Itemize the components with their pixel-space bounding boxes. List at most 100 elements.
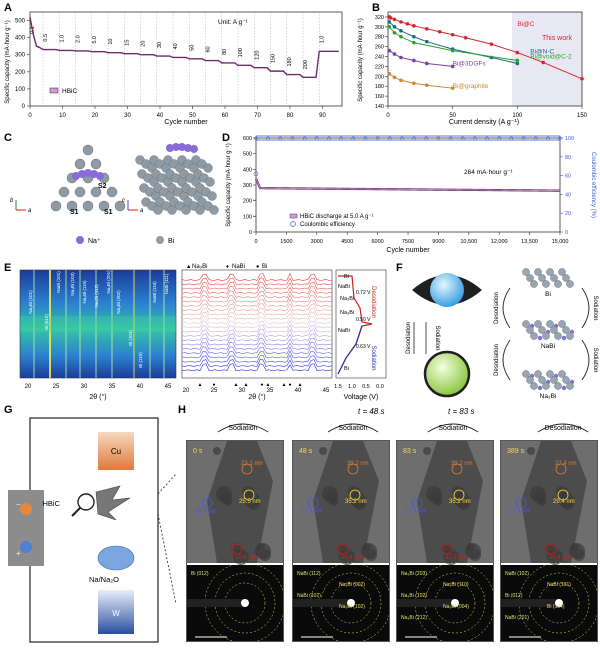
x-axis-label-d: Cycle number	[386, 247, 430, 254]
panel-label-g: G	[4, 404, 13, 416]
data-point	[450, 86, 455, 90]
y-tick-a: 400	[15, 36, 26, 42]
series-line	[389, 73, 453, 89]
ring-label: Na₃Bi (110)	[443, 582, 469, 588]
lattice-atom	[542, 332, 550, 340]
series-line	[388, 26, 518, 61]
process-label: Sodiation	[228, 425, 257, 432]
x-tick-d: 3000	[311, 239, 323, 245]
rate-label: 80	[222, 49, 228, 55]
bi-atom	[207, 191, 217, 201]
ce-point	[278, 136, 283, 141]
nanowire-image	[417, 441, 483, 563]
cu-label: Cu	[111, 447, 121, 456]
lattice-atom	[522, 320, 530, 328]
mechanism-schematic: Desodiation Sodiation Bi NaBi Na₃Bi Desodi…	[406, 268, 598, 400]
xrd-pattern	[181, 363, 333, 372]
peak-label: NaBi (111)	[164, 273, 169, 294]
ce-point	[485, 136, 489, 141]
frame-time: 389 s	[507, 448, 525, 455]
lattice-atom	[542, 280, 550, 288]
orange-measure: 39.2 nm	[347, 461, 369, 467]
series-label: Bi@graphite	[453, 83, 489, 90]
x-tick-a: 70	[254, 113, 261, 119]
frame-time: 48 s	[299, 448, 313, 455]
lattice-phase-label: NaBi	[541, 343, 555, 350]
bi-legend: Bi	[168, 238, 175, 245]
tem-time-arrows: t = 48 s t = 83 s Sodiation Sodiation Sodi…	[217, 407, 589, 433]
phase-marker: ●	[256, 264, 259, 270]
phase-marker: ▲	[298, 382, 303, 388]
lattice-atom	[554, 280, 562, 288]
x-tick-a: 10	[59, 113, 66, 119]
ce-point	[533, 136, 538, 141]
structure-side-view	[50, 144, 126, 212]
ce-point	[400, 136, 404, 141]
site-s1-left: S1	[70, 209, 79, 216]
red-measure: 29.4 nm	[549, 555, 571, 561]
ring-label: Bi (104)	[547, 604, 565, 610]
yellow-measure: 35.2 nm	[345, 499, 367, 505]
rate-label: 1.0	[319, 36, 325, 44]
ring-label: Na₃Bi (102)	[339, 604, 365, 610]
red-measure: 29.4 nm	[341, 555, 363, 561]
w-tip	[98, 590, 134, 634]
lattice-atom	[534, 370, 542, 378]
voltage-label: 0.50 V	[356, 317, 371, 323]
x-tick-e2: 45	[323, 388, 330, 394]
x-tick-b: 50	[449, 113, 456, 119]
in-situ-tem-setup: − + Cu HBiC Na/Na₂O W	[8, 417, 176, 643]
data-point	[425, 61, 429, 66]
na-ion	[190, 145, 198, 153]
y-tick-b: 240	[375, 55, 384, 61]
ce-point	[558, 136, 562, 141]
na-ion	[172, 143, 180, 151]
hbic-label: HBiC	[42, 499, 60, 508]
data-point	[515, 50, 520, 55]
x-tick-b: 100	[512, 113, 523, 119]
legend-hbic: HBiC	[62, 88, 77, 95]
blue-measure: 17.4 nm	[509, 509, 531, 515]
ce-point	[473, 136, 477, 141]
data-point	[399, 29, 403, 33]
process-label: Sodiation	[338, 425, 367, 432]
lattice-atom	[530, 332, 538, 340]
x-tick-b: 150	[577, 113, 588, 119]
y-tick-b: 160	[375, 94, 384, 100]
ring-label: NaBi (201)	[505, 615, 529, 621]
time-label-48s: t = 48 s	[358, 407, 384, 416]
na-atom	[561, 385, 567, 391]
f-sodiation-left: Sodiation	[434, 325, 440, 350]
f-desodiation-top: Desodiation	[494, 292, 500, 324]
x-tick-e2: 30	[239, 388, 246, 394]
x-tick-d: 13,500	[521, 239, 538, 245]
orange-measure: 23.1 nm	[241, 461, 263, 467]
data-point	[399, 20, 403, 24]
ce-point	[497, 136, 502, 141]
ce-point	[339, 136, 343, 141]
bi-atom	[209, 205, 219, 215]
phase-marker: ▲	[198, 382, 203, 388]
x-tick-a: 50	[189, 113, 196, 119]
lattice-atom	[534, 268, 542, 276]
data-point	[437, 29, 442, 34]
data-point	[450, 48, 455, 53]
rate-label: 180	[287, 57, 293, 66]
f-desodiation-bottom: Desodiation	[494, 344, 500, 376]
w-label: W	[112, 609, 120, 618]
bi-atom	[90, 186, 102, 198]
rate-label: 20	[141, 41, 147, 47]
lattice-atom	[566, 332, 574, 340]
rate-label: 5.0	[92, 36, 98, 44]
ce-point	[387, 136, 392, 141]
lattice-atom	[538, 326, 546, 334]
y-tick-d: 200	[243, 199, 252, 205]
peak-label: Na₃Bi (202)	[116, 290, 121, 314]
ring-label: Na₃Bi (002)	[339, 582, 365, 588]
x-tick-e1: 20	[25, 384, 32, 390]
ce-point	[460, 136, 465, 141]
y-tick-a: 300	[15, 53, 26, 59]
xrd-pattern	[181, 316, 333, 324]
na-ion	[184, 144, 192, 152]
